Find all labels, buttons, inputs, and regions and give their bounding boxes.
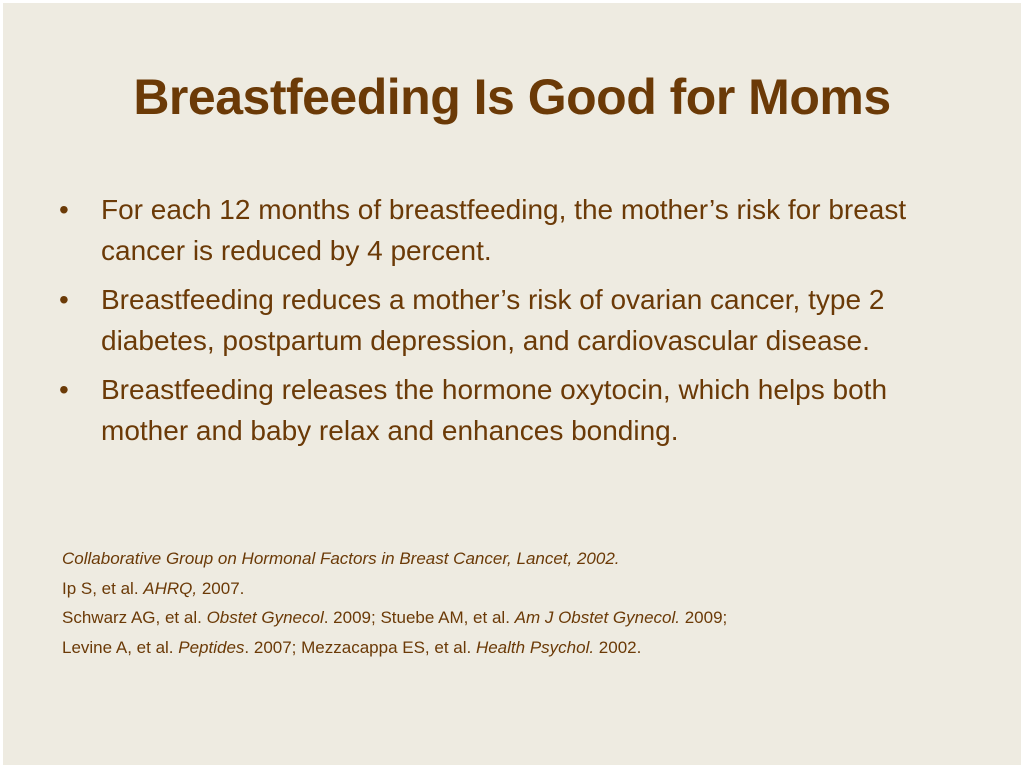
reference-italic: Health Psychol.	[475, 637, 595, 657]
reference-line: Schwarz AG, et al. Obstet Gynecol. 2009;…	[62, 603, 962, 633]
reference-text: 2007.	[197, 578, 245, 598]
reference-line: Levine A, et al. Peptides. 2007; Mezzaca…	[62, 633, 962, 663]
reference-text: Levine A, et al.	[62, 637, 179, 657]
bullet-dot-icon: •	[59, 284, 69, 315]
reference-italic: Obstet Gynecol	[206, 608, 324, 627]
slide-title: Breastfeeding Is Good for Moms	[133, 69, 891, 125]
bullet-item: • Breastfeeding reduces a mother’s risk …	[59, 279, 959, 361]
reference-line: Collaborative Group on Hormonal Factors …	[62, 544, 962, 574]
bullet-list: • For each 12 months of breastfeeding, t…	[59, 189, 959, 459]
bullet-dot-icon: •	[59, 194, 69, 225]
reference-line: Ip S, et al. AHRQ, 2007.	[62, 574, 962, 604]
reference-text: Schwarz AG, et al.	[62, 608, 207, 627]
bullet-text: Breastfeeding reduces a mother’s risk of…	[101, 284, 885, 356]
bullet-item: • For each 12 months of breastfeeding, t…	[59, 189, 959, 271]
reference-italic: Collaborative Group on Hormonal Factors …	[62, 549, 620, 568]
reference-text: . 2007; Mezzacappa ES, et al.	[244, 637, 476, 657]
slide: Breastfeeding Is Good for Moms • For eac…	[3, 3, 1021, 765]
bullet-item: • Breastfeeding releases the hormone oxy…	[59, 369, 959, 451]
reference-text: . 2009; Stuebe AM, et al.	[323, 608, 515, 627]
references: Collaborative Group on Hormonal Factors …	[62, 544, 962, 662]
bullet-text: For each 12 months of breastfeeding, the…	[101, 194, 907, 266]
reference-italic: Am J Obstet Gynecol.	[514, 608, 680, 627]
bullet-dot-icon: •	[59, 374, 69, 405]
bullet-text: Breastfeeding releases the hormone oxyto…	[101, 374, 888, 446]
reference-text: 2002.	[594, 637, 642, 657]
reference-text: 2009;	[679, 608, 728, 627]
reference-italic: AHRQ,	[143, 578, 198, 598]
reference-italic: Peptides	[178, 637, 245, 657]
reference-text: Ip S, et al.	[62, 578, 144, 598]
